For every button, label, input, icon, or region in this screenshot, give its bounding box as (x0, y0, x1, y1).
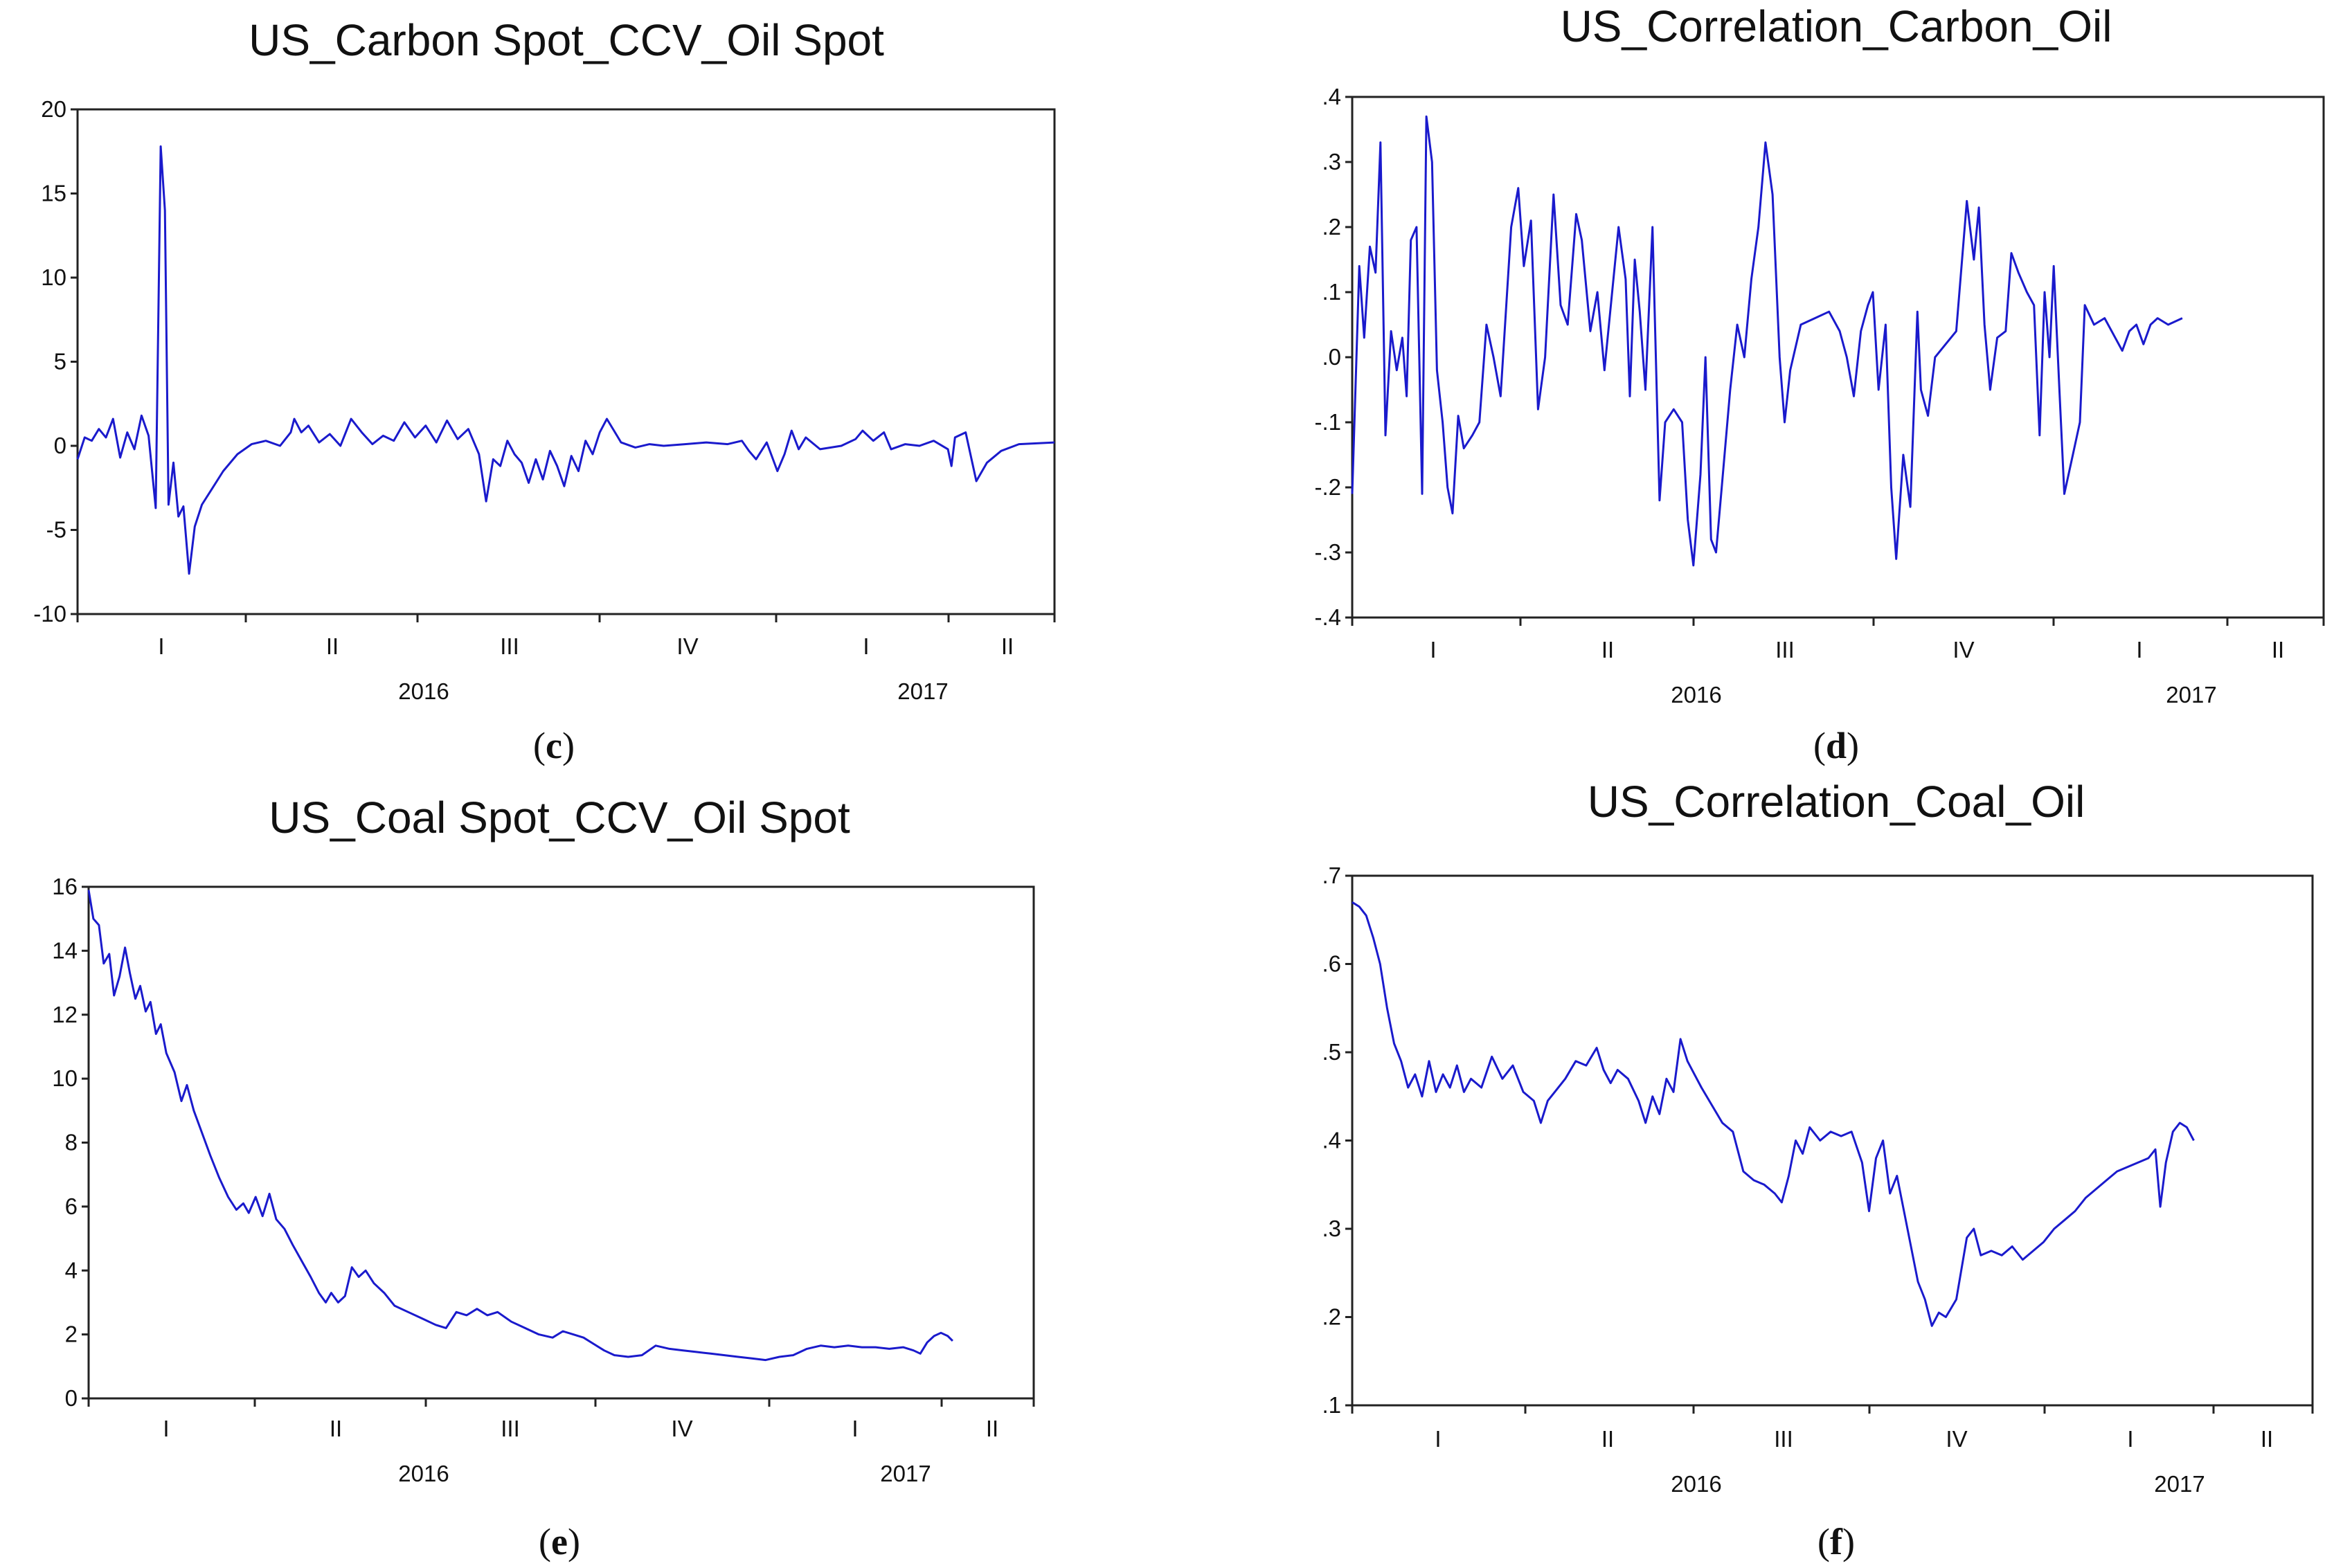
y-tick-label: -.2 (1314, 474, 1341, 500)
x-period-label: I (158, 633, 164, 659)
y-tick-label: 0 (54, 433, 66, 458)
x-period-label: II (1601, 637, 1614, 663)
x-period-label: I (2136, 637, 2142, 663)
x-period-label: II (1601, 1426, 1614, 1452)
series-line (76, 145, 1055, 575)
y-tick-label: 16 (52, 874, 78, 899)
y-tick-label: 8 (65, 1130, 78, 1155)
x-period-label: I (1430, 637, 1436, 663)
x-year-label: 2016 (1671, 682, 1721, 708)
plot-frame (76, 108, 1056, 615)
x-year-label: 2016 (398, 678, 449, 704)
x-year-label: 2017 (2166, 682, 2216, 708)
x-period-label: IV (1946, 1426, 1967, 1452)
caption-close-paren: ) (1842, 1521, 1855, 1562)
series-line (1352, 901, 2195, 1327)
y-tick-label: .3 (1322, 149, 1341, 174)
y-tick-label: 20 (41, 96, 66, 122)
y-tick-label: .3 (1322, 1216, 1341, 1241)
panel-caption: (f) (1817, 1521, 1855, 1562)
y-tick-label: 2 (65, 1322, 78, 1347)
y-tick-label: 6 (65, 1193, 78, 1219)
y-tick-label: 4 (65, 1257, 78, 1283)
x-period-label: II (1001, 633, 1014, 659)
x-period-label: I (2127, 1426, 2133, 1452)
chart-title: US_Carbon Spot_CCV_Oil Spot (249, 15, 884, 65)
caption-letter: d (1826, 725, 1847, 766)
series-line (87, 890, 953, 1362)
caption-letter: f (1830, 1521, 1843, 1562)
caption-open-paren: ( (539, 1521, 551, 1562)
x-period-label: I (863, 633, 869, 659)
y-tick-label: 0 (65, 1385, 78, 1411)
x-year-label: 2017 (2154, 1471, 2205, 1497)
caption-close-paren: ) (562, 725, 575, 766)
x-period-label: IV (671, 1416, 692, 1441)
y-tick-label: -.4 (1314, 604, 1341, 630)
chart-title: US_Correlation_Coal_Oil (1588, 777, 2085, 827)
y-tick-label: -10 (33, 601, 66, 627)
x-period-label: II (2272, 637, 2284, 663)
y-tick-label: .1 (1322, 279, 1341, 305)
x-period-label: III (1775, 637, 1795, 663)
y-tick-label: 14 (52, 937, 78, 963)
x-period-label: III (501, 1416, 520, 1441)
chart-panel-f: US_Correlation_Coal_Oil.1.2.3.4.5.6.7I II… (1322, 777, 2314, 1562)
x-period-label: II (330, 1416, 342, 1441)
y-tick-label: 10 (41, 264, 66, 290)
y-tick-label: 5 (54, 349, 66, 375)
x-year-label: 2017 (880, 1461, 931, 1486)
y-tick-label: .1 (1322, 1392, 1341, 1418)
y-tick-label: .0 (1322, 344, 1341, 370)
caption-open-paren: ( (533, 725, 546, 766)
caption-letter: c (546, 725, 562, 766)
plot-frame (87, 885, 1035, 1400)
x-period-label: I (1435, 1426, 1441, 1452)
x-period-label: II (2261, 1426, 2273, 1452)
y-tick-label: 12 (52, 1002, 78, 1027)
caption-open-paren: ( (1813, 725, 1826, 766)
chart-title: US_Correlation_Carbon_Oil (1561, 1, 2112, 51)
y-tick-label: 10 (52, 1065, 78, 1091)
y-tick-label: -.3 (1314, 539, 1341, 565)
x-period-label: II (326, 633, 339, 659)
x-period-label: IV (676, 633, 698, 659)
x-period-label: I (852, 1416, 858, 1441)
panel-caption: (e) (539, 1521, 580, 1562)
y-tick-label: .4 (1322, 84, 1341, 109)
caption-letter: e (551, 1521, 568, 1562)
y-tick-label: -5 (46, 517, 66, 543)
x-period-label: II (986, 1416, 998, 1441)
caption-close-paren: ) (1847, 725, 1859, 766)
series-line (1351, 115, 2183, 567)
x-year-label: 2016 (1671, 1471, 1721, 1497)
x-year-label: 2016 (398, 1461, 449, 1486)
y-tick-label: .2 (1322, 214, 1341, 240)
x-period-label: III (1774, 1426, 1793, 1452)
panel-caption: (c) (533, 725, 575, 766)
y-tick-label: 15 (41, 181, 66, 206)
y-tick-label: .2 (1322, 1304, 1341, 1330)
plot-frame (1351, 874, 2314, 1407)
chart-panel-c: US_Carbon Spot_CCV_Oil Spot -10 -5 0 5 10 15 20… (33, 15, 1056, 766)
panel-caption: (d) (1813, 725, 1859, 766)
caption-open-paren: ( (1817, 1521, 1830, 1562)
plot-frame (1351, 96, 2325, 619)
chart-title: US_Coal Spot_CCV_Oil Spot (269, 793, 850, 842)
chart-panel-d: US_Correlation_Carbon_Oil -.4 -.3 -.2 -.1 .0.… (1314, 1, 2325, 766)
x-year-label: 2017 (897, 678, 948, 704)
y-tick-label: .6 (1322, 951, 1341, 977)
y-tick-label: .7 (1322, 863, 1341, 888)
y-tick-label: .4 (1322, 1128, 1341, 1153)
x-period-label: III (500, 633, 519, 659)
x-period-label: I (163, 1416, 169, 1441)
y-tick-label: .5 (1322, 1039, 1341, 1065)
y-tick-label: -.1 (1314, 409, 1341, 435)
x-period-label: IV (1953, 637, 1974, 663)
caption-close-paren: ) (568, 1521, 580, 1562)
